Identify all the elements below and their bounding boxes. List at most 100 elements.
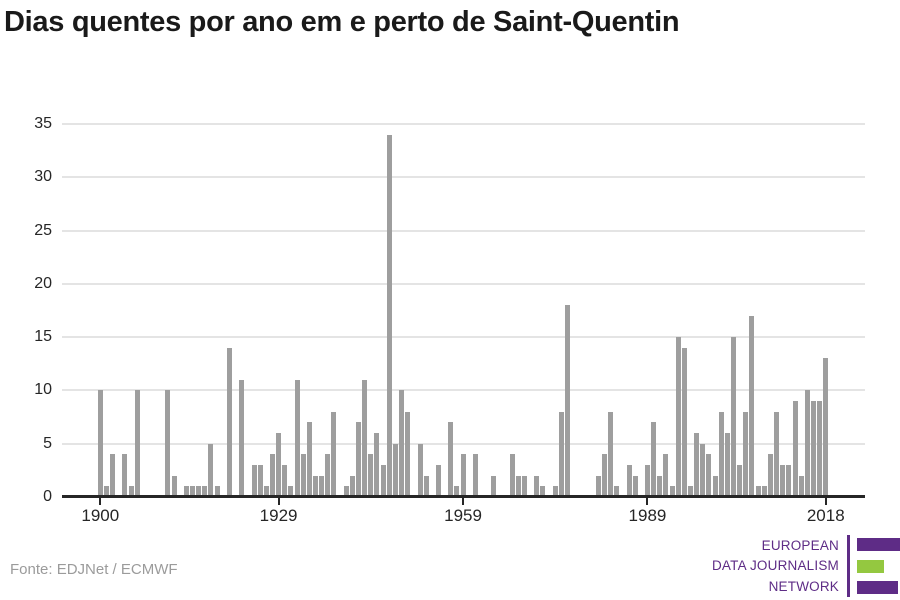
- bar-1984: [614, 486, 620, 497]
- logo-line-european: EUROPEAN: [761, 538, 839, 553]
- bar-2004: [737, 465, 743, 497]
- bar-1993: [669, 486, 675, 497]
- bar-1937: [325, 454, 331, 497]
- bar-1900: [97, 390, 103, 497]
- bar-1952: [417, 443, 423, 497]
- bar-2003: [731, 337, 737, 497]
- bar-1927: [263, 486, 269, 497]
- y-tick-label: 20: [34, 274, 52, 292]
- bar-1945: [374, 433, 380, 497]
- bar-1919: [214, 486, 220, 497]
- bar-1921: [226, 347, 232, 497]
- bar-1955: [435, 465, 441, 497]
- bar-1932: [294, 379, 300, 497]
- bar-1931: [288, 486, 294, 497]
- grid-line: [62, 229, 865, 232]
- bar-1929: [276, 433, 282, 497]
- x-tick-mark: [646, 498, 649, 505]
- bar-1948: [392, 443, 398, 497]
- bar-1933: [300, 454, 306, 497]
- y-tick-label: 5: [43, 434, 52, 452]
- x-axis-line: [62, 495, 865, 498]
- bar-2011: [780, 465, 786, 497]
- bar-1976: [565, 305, 571, 497]
- bar-2013: [792, 401, 798, 497]
- bar-2015: [804, 390, 810, 497]
- bar-1946: [380, 465, 386, 497]
- bar-2001: [718, 411, 724, 497]
- bar-1953: [423, 475, 429, 497]
- bar-2018: [823, 358, 829, 497]
- y-tick-label: 0: [43, 488, 52, 505]
- bar-1989: [644, 465, 650, 497]
- x-tick-label: 2018: [806, 506, 845, 525]
- edjnet-logo-mark: [857, 535, 900, 597]
- bar-1926: [257, 465, 263, 497]
- bar-1997: [694, 433, 700, 497]
- bar-1991: [657, 475, 663, 497]
- bar-1964: [491, 475, 497, 497]
- x-tick-mark: [462, 498, 465, 505]
- x-tick-mark: [277, 498, 280, 505]
- y-tick-label: 35: [34, 115, 52, 132]
- x-tick-label: 1989: [628, 506, 667, 525]
- bar-1983: [608, 411, 614, 497]
- bar-1901: [103, 486, 109, 497]
- bar-1995: [681, 347, 687, 497]
- bar-1925: [251, 465, 257, 497]
- edjnet-logo-divider: [847, 535, 850, 597]
- x-tick-mark: [824, 498, 827, 505]
- bar-1987: [632, 475, 638, 497]
- bar-1902: [110, 454, 116, 497]
- grid-line: [62, 123, 865, 125]
- bar-1915: [190, 486, 196, 497]
- bar-1958: [454, 486, 460, 497]
- bar-1917: [202, 486, 208, 497]
- bar-2000: [712, 475, 718, 497]
- bar-2010: [774, 411, 780, 497]
- bar-1905: [128, 486, 134, 497]
- bar-2017: [817, 401, 823, 497]
- bar-1950: [405, 411, 411, 497]
- bar-1944: [368, 454, 374, 497]
- bar-2016: [810, 401, 816, 497]
- bar-1998: [700, 443, 706, 497]
- bar-1914: [183, 486, 189, 497]
- y-tick-label: 30: [34, 168, 52, 186]
- bar-2002: [724, 433, 730, 497]
- edjnet-logo[interactable]: EUROPEAN DATA JOURNALISM NETWORK: [712, 535, 900, 597]
- logo-bar-top: [857, 538, 900, 551]
- bar-1923: [239, 379, 245, 497]
- bar-1981: [595, 475, 601, 497]
- grid-line: [62, 282, 865, 285]
- plot-area: [62, 123, 865, 497]
- bar-1974: [552, 486, 558, 497]
- bar-1943: [362, 379, 368, 497]
- bar-1969: [522, 475, 527, 497]
- bar-1999: [706, 454, 712, 497]
- logo-line-data-journalism: DATA JOURNALISM: [711, 558, 839, 574]
- bar-1918: [208, 443, 214, 497]
- logo-line-network: NETWORK: [768, 578, 839, 594]
- bar-1904: [122, 454, 128, 497]
- bar-1959: [460, 454, 466, 497]
- edjnet-logo-text: EUROPEAN DATA JOURNALISM NETWORK: [712, 535, 839, 597]
- bar-1957: [448, 422, 454, 497]
- grid-line: [62, 336, 865, 339]
- x-tick-mark: [99, 498, 102, 505]
- bar-1996: [688, 486, 693, 497]
- bar-1930: [282, 465, 288, 497]
- bar-1990: [651, 422, 657, 497]
- y-tick-label: 25: [34, 221, 52, 239]
- grid-line: [62, 389, 865, 392]
- bar-1967: [509, 454, 515, 497]
- bar-1934: [306, 422, 312, 497]
- bar-1986: [626, 465, 632, 497]
- bar-1906: [134, 390, 140, 497]
- bar-1971: [534, 475, 540, 497]
- grid-line: [62, 442, 865, 445]
- bar-1994: [675, 337, 681, 497]
- x-tick-label: 1959: [444, 506, 482, 525]
- bar-1975: [558, 411, 564, 497]
- bar-1992: [663, 454, 669, 497]
